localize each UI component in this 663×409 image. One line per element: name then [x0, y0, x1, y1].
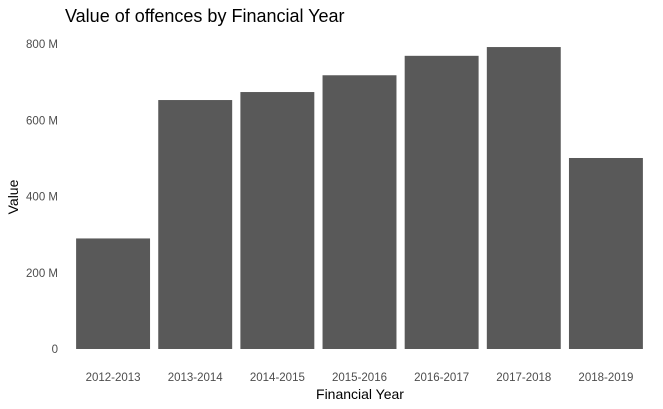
bar-2013-2014 [158, 100, 233, 349]
x-axis-label: Financial Year [316, 386, 404, 402]
y-axis-ticks: 0 200 M 400 M 600 M 800 M [26, 39, 58, 356]
x-axis-ticks: 2012-2013 2013-2014 2014-2015 2015-2016 2016… [86, 372, 634, 384]
chart-title: Value of offences by Financial Year [65, 6, 345, 26]
bars-group [76, 47, 643, 350]
x-tick-label: 2017-2018 [496, 372, 551, 384]
x-tick-label: 2012-2013 [86, 372, 141, 384]
y-tick-label: 0 [52, 344, 58, 356]
bar-2012-2013 [76, 238, 151, 349]
x-tick-label: 2015-2016 [332, 372, 387, 384]
bar-2016-2017 [404, 55, 479, 349]
y-tick-label: 800 M [26, 39, 58, 51]
y-tick-label: 600 M [26, 115, 58, 127]
x-tick-label: 2016-2017 [414, 372, 469, 384]
bar-2018-2019 [568, 157, 643, 349]
bar-2015-2016 [322, 75, 397, 349]
bar-2014-2015 [240, 92, 315, 349]
x-tick-label: 2018-2019 [578, 372, 633, 384]
x-tick-label: 2014-2015 [250, 372, 305, 384]
y-tick-label: 200 M [26, 268, 58, 280]
y-tick-label: 400 M [26, 192, 58, 204]
y-axis-label: Value [5, 179, 21, 214]
bar-2017-2018 [486, 47, 561, 350]
x-tick-label: 2013-2014 [168, 372, 224, 384]
